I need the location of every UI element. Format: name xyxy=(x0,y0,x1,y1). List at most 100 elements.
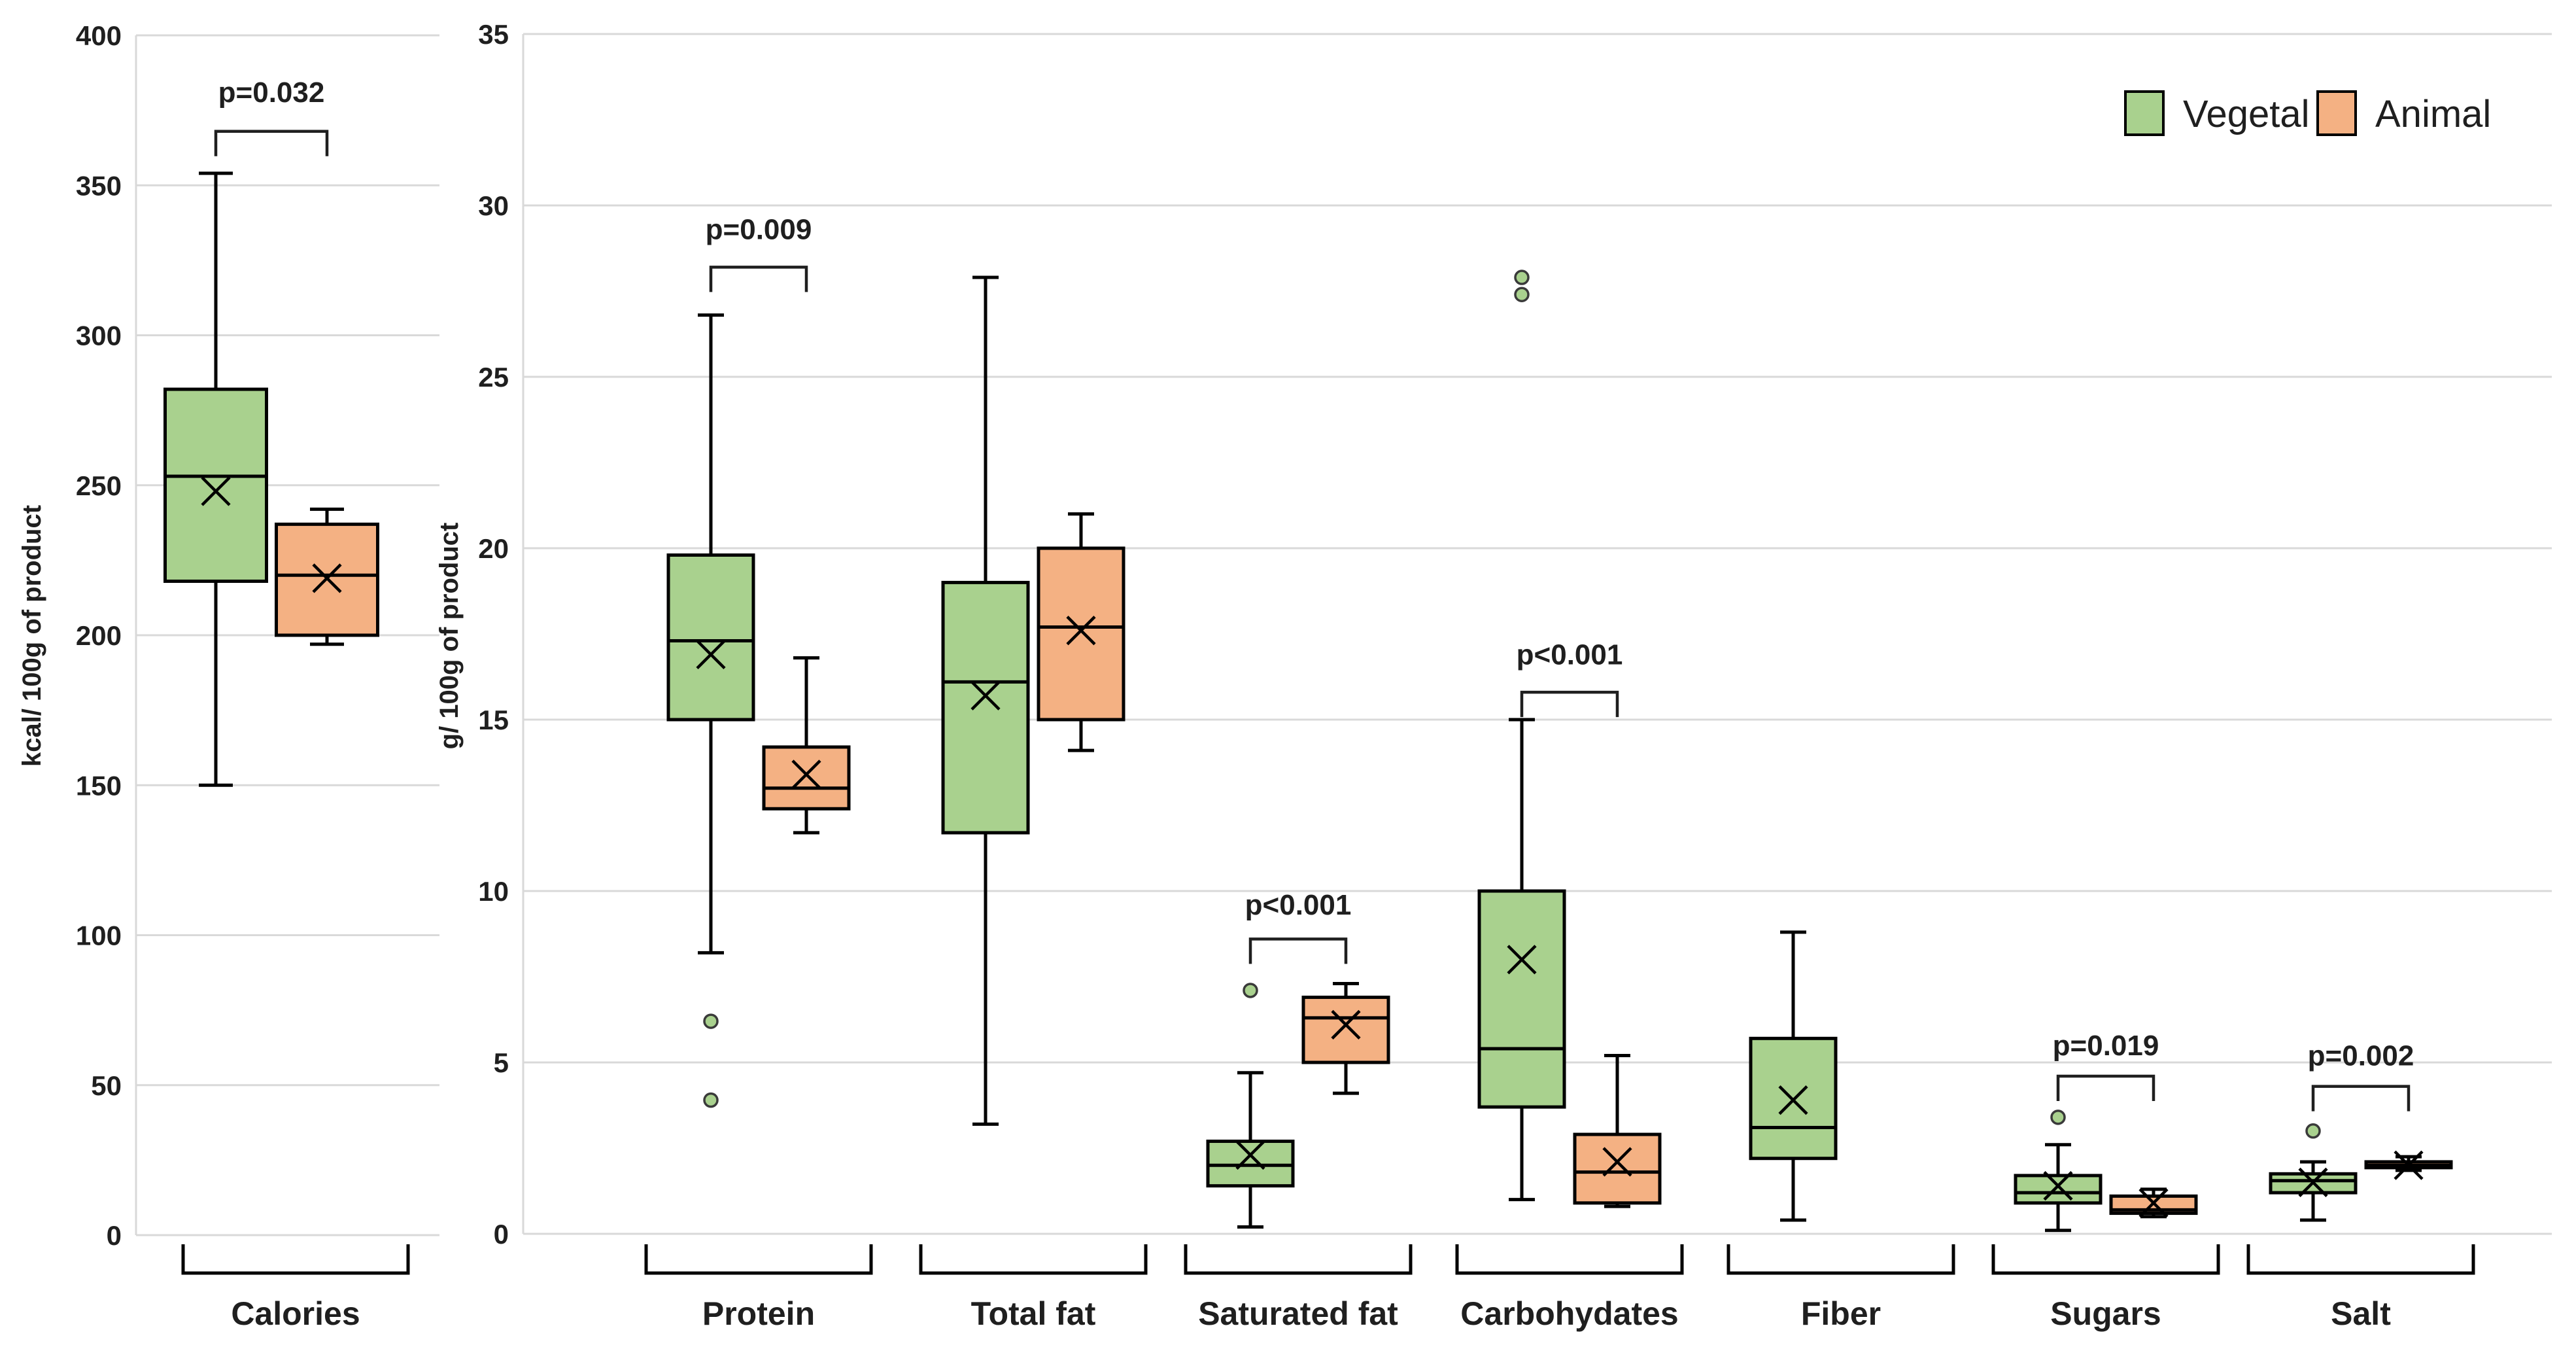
iqr-box xyxy=(1573,1132,1662,1205)
y-tick-label: 30 xyxy=(478,190,509,221)
box-animal-saturated-fat xyxy=(1301,981,1390,1095)
y-tick-label: 200 xyxy=(76,620,122,651)
p-value-label: p=0.002 xyxy=(2308,1040,2414,1072)
box-vegetal-protein xyxy=(666,313,755,1108)
category-label: Sugars xyxy=(2050,1295,2161,1332)
box-vegetal-fiber xyxy=(1749,930,1838,1222)
box-vegetal-total-fat xyxy=(941,275,1030,1126)
legend-label-animal: Animal xyxy=(2375,93,2491,135)
y-tick-label: 50 xyxy=(91,1070,122,1101)
y-tick-label: 25 xyxy=(478,362,509,393)
mean-marker xyxy=(2043,1171,2073,1201)
significance-bracket xyxy=(1248,937,1348,964)
y-tick-label: 150 xyxy=(76,770,122,801)
iqr-box xyxy=(2014,1174,2103,1205)
y-tick-label: 250 xyxy=(76,470,122,501)
nutrients-panel: 0 5 10 15 20 25 30 35 g/ 100g of product p=0.009 P… xyxy=(435,19,2552,1332)
outlier-point xyxy=(703,1092,719,1108)
box-vegetal-carbohydates xyxy=(1477,270,1566,1202)
legend-swatch-animal xyxy=(2316,90,2357,136)
iqr-box xyxy=(1206,1140,1295,1188)
box-animal-protein xyxy=(762,656,851,835)
mean-marker xyxy=(2138,1188,2169,1218)
box-animal-total-fat xyxy=(1037,512,1125,752)
outlier-point xyxy=(1243,983,1258,998)
significance-bracket xyxy=(709,266,808,292)
legend: Vegetal Animal xyxy=(2124,90,2491,136)
y-tick-label: 15 xyxy=(478,705,509,735)
mean-marker xyxy=(791,760,821,790)
significance-bracket xyxy=(214,130,329,156)
significance-bracket xyxy=(2311,1085,2411,1111)
category-bracket xyxy=(644,1244,873,1275)
mean-marker xyxy=(1066,616,1096,646)
mean-marker xyxy=(1235,1140,1265,1170)
category-bracket xyxy=(1184,1244,1413,1275)
category-label: Protein xyxy=(702,1295,815,1332)
y-tick-label: 100 xyxy=(76,920,122,951)
y-tick-label: 350 xyxy=(76,170,122,201)
iqr-box xyxy=(1477,889,1566,1109)
box-animal-salt xyxy=(2364,1150,2453,1180)
box-vegetal-calories xyxy=(163,171,268,787)
y-tick-label: 0 xyxy=(494,1219,509,1250)
y-tick-label: 20 xyxy=(478,533,509,564)
mean-marker xyxy=(1331,1009,1361,1040)
category-label: Carbohydates xyxy=(1460,1295,1678,1332)
mean-marker xyxy=(201,476,231,506)
outlier-point xyxy=(2050,1110,2066,1125)
y-tick-label: 10 xyxy=(478,876,509,907)
box-vegetal-salt xyxy=(2269,1123,2358,1222)
legend-label-vegetal: Vegetal xyxy=(2183,93,2310,135)
iqr-box xyxy=(941,580,1030,835)
iqr-box xyxy=(1301,995,1390,1064)
category-bracket xyxy=(181,1244,410,1275)
outlier-point xyxy=(703,1013,719,1029)
p-value-label: p<0.001 xyxy=(1245,889,1352,921)
mean-marker xyxy=(970,680,1001,710)
mean-marker xyxy=(2394,1150,2424,1180)
outlier-point xyxy=(1514,287,1530,302)
calories-panel: 0 50 100 150 200 250 300 350 400 kcal/ 100g of pr… xyxy=(18,20,439,1332)
y-axis-title: g/ 100g of product xyxy=(435,523,464,750)
iqr-box xyxy=(762,745,851,811)
p-value-label: p=0.009 xyxy=(706,214,812,246)
outlier-point xyxy=(2305,1123,2321,1139)
iqr-box xyxy=(1037,546,1125,722)
mean-marker xyxy=(1778,1085,1808,1115)
category-label: Saturated fat xyxy=(1198,1295,1398,1332)
iqr-box xyxy=(275,522,379,637)
category-label: Calories xyxy=(231,1295,360,1332)
y-tick-label: 35 xyxy=(478,19,509,50)
box-vegetal-sugars xyxy=(2014,1110,2103,1233)
y-tick-label: 5 xyxy=(494,1047,509,1078)
mean-marker xyxy=(2298,1167,2328,1197)
category-label: Total fat xyxy=(971,1295,1096,1332)
significance-bracket xyxy=(2056,1074,2155,1101)
y-axis-title: kcal/ 100g of product xyxy=(18,505,46,767)
mean-marker xyxy=(312,563,342,593)
significance-bracket xyxy=(1520,690,1619,718)
mean-marker xyxy=(1507,945,1537,975)
category-bracket xyxy=(919,1244,1148,1275)
category-bracket xyxy=(2246,1244,2475,1275)
p-value-label: p=0.019 xyxy=(2053,1030,2159,1062)
box-vegetal-saturated-fat xyxy=(1206,983,1295,1229)
box-animal-calories xyxy=(275,507,379,646)
p-value-label: p=0.032 xyxy=(218,77,325,109)
category-bracket xyxy=(1991,1244,2220,1275)
box-animal-sugars xyxy=(2109,1187,2198,1219)
category-bracket xyxy=(1726,1244,1955,1275)
mean-marker xyxy=(1602,1147,1632,1177)
legend-swatch-vegetal xyxy=(2124,90,2165,136)
y-tick-label: 400 xyxy=(76,20,122,51)
mean-marker xyxy=(696,639,726,670)
outlier-point xyxy=(1514,270,1530,285)
box-animal-carbohydates xyxy=(1573,1054,1662,1208)
iqr-box xyxy=(163,387,268,583)
category-label: Salt xyxy=(2331,1295,2391,1332)
iqr-box xyxy=(666,553,755,722)
y-tick-label: 0 xyxy=(107,1220,122,1251)
